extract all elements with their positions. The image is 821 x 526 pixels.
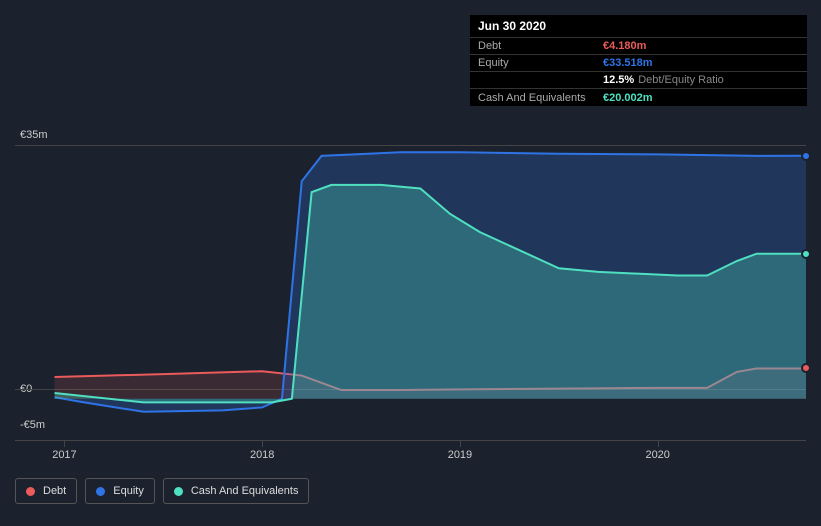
- tooltip-sublabel: Debt/Equity Ratio: [638, 74, 724, 86]
- x-axis: 2017 2018 2019 2020: [15, 440, 806, 460]
- chart-tooltip: Jun 30 2020 Debt€4.180mEquity€33.518m12.…: [470, 15, 807, 106]
- tooltip-value: €33.518m: [603, 57, 653, 69]
- legend-label: Debt: [43, 485, 66, 497]
- x-axis-label: 2020: [645, 449, 669, 461]
- series-end-marker: [801, 363, 811, 373]
- y-axis-label: €35m: [20, 129, 48, 141]
- x-axis-label: 2019: [448, 449, 472, 461]
- legend-dot-icon: [174, 487, 183, 496]
- legend: Debt Equity Cash And Equivalents: [15, 478, 309, 504]
- tooltip-row: Debt€4.180m: [470, 38, 807, 55]
- x-tick-mark: [262, 441, 263, 447]
- chart-svg: [15, 145, 806, 440]
- legend-dot-icon: [96, 487, 105, 496]
- tooltip-value: 12.5%: [603, 74, 634, 86]
- x-tick-mark: [658, 441, 659, 447]
- series-end-marker: [801, 151, 811, 161]
- x-axis-label: 2018: [250, 449, 274, 461]
- tooltip-label: Equity: [478, 57, 603, 69]
- legend-label: Cash And Equivalents: [191, 485, 299, 497]
- legend-item[interactable]: Equity: [85, 478, 155, 504]
- tooltip-row: Equity€33.518m: [470, 55, 807, 72]
- tooltip-date: Jun 30 2020: [470, 15, 807, 38]
- legend-item[interactable]: Debt: [15, 478, 77, 504]
- legend-dot-icon: [26, 487, 35, 496]
- legend-item[interactable]: Cash And Equivalents: [163, 478, 310, 504]
- tooltip-label: Cash And Equivalents: [478, 92, 603, 104]
- x-axis-label: 2017: [52, 449, 76, 461]
- tooltip-value: €20.002m: [603, 92, 653, 104]
- tooltip-label: Debt: [478, 40, 603, 52]
- tooltip-row: 12.5% Debt/Equity Ratio: [470, 72, 807, 89]
- legend-label: Equity: [113, 485, 144, 497]
- tooltip-value: €4.180m: [603, 40, 646, 52]
- x-tick-mark: [460, 441, 461, 447]
- x-tick-mark: [64, 441, 65, 447]
- tooltip-row: Cash And Equivalents€20.002m: [470, 89, 807, 106]
- series-end-marker: [801, 249, 811, 259]
